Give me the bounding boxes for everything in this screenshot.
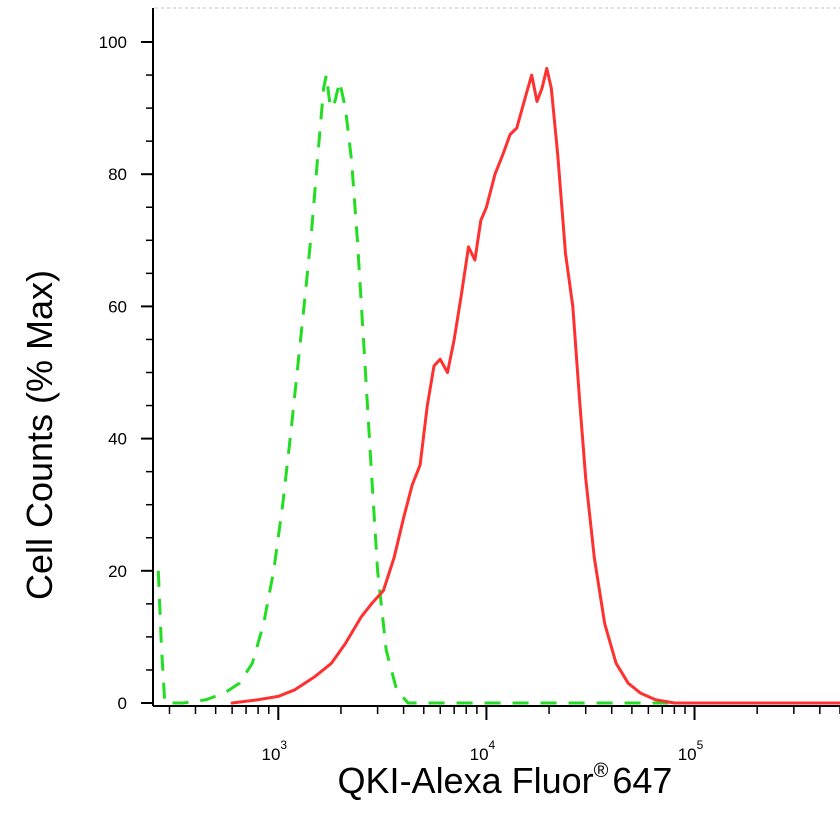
y-tick-label: 40	[108, 430, 127, 449]
sample-series-line	[230, 66, 840, 705]
y-axis-title: Cell Counts (% Max)	[19, 270, 60, 600]
registered-mark: ®	[594, 760, 609, 782]
x-axis-title-suffix: 647	[612, 760, 672, 801]
y-tick-label: 100	[99, 33, 127, 52]
x-tick-label: 104	[470, 738, 496, 764]
y-axis-ticks: 0 20 40 60 80 100	[99, 33, 153, 713]
x-axis-ticks: 103 104 105	[168, 706, 840, 764]
x-tick-label: 103	[261, 738, 287, 764]
y-tick-label: 80	[108, 165, 127, 184]
y-tick-label: 60	[108, 297, 127, 316]
x-axis-title-main: QKI-Alexa Fluor	[338, 760, 594, 801]
x-axis-title: QKI-Alexa Fluor® 647	[338, 760, 673, 801]
x-tick-label: 105	[678, 738, 704, 764]
y-tick-label: 0	[118, 694, 127, 713]
control-series-line	[156, 73, 840, 705]
y-tick-label: 20	[108, 562, 127, 581]
plot-area	[156, 66, 840, 705]
